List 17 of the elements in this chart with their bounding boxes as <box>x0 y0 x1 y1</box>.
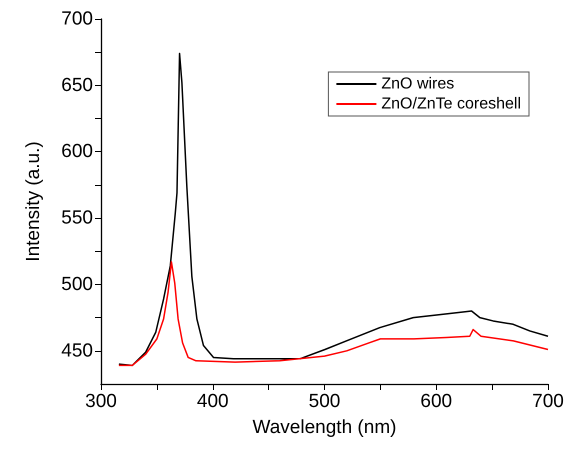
x-tick-label: 600 <box>420 391 452 412</box>
x-tick-label: 500 <box>308 391 340 412</box>
x-axis-title: Wavelength (nm) <box>252 417 396 438</box>
y-tick-label: 550 <box>61 208 93 229</box>
y-tick-label: 600 <box>61 141 93 162</box>
legend-label: ZnO wires <box>381 76 454 92</box>
x-tick-label: 700 <box>532 391 564 412</box>
y-tick-label: 500 <box>61 274 93 295</box>
y-tick-label: 450 <box>61 340 93 362</box>
y-tick-label: 650 <box>61 74 93 96</box>
y-axis-title: Intensity (a.u.) <box>23 141 44 262</box>
line-series <box>118 52 549 366</box>
line-series <box>118 261 549 366</box>
x-tick-label: 300 <box>85 391 117 412</box>
legend-label: ZnO/ZnTe coreshell <box>381 96 521 112</box>
y-tick-label: 700 <box>61 8 93 30</box>
x-tick-label: 400 <box>196 391 229 412</box>
